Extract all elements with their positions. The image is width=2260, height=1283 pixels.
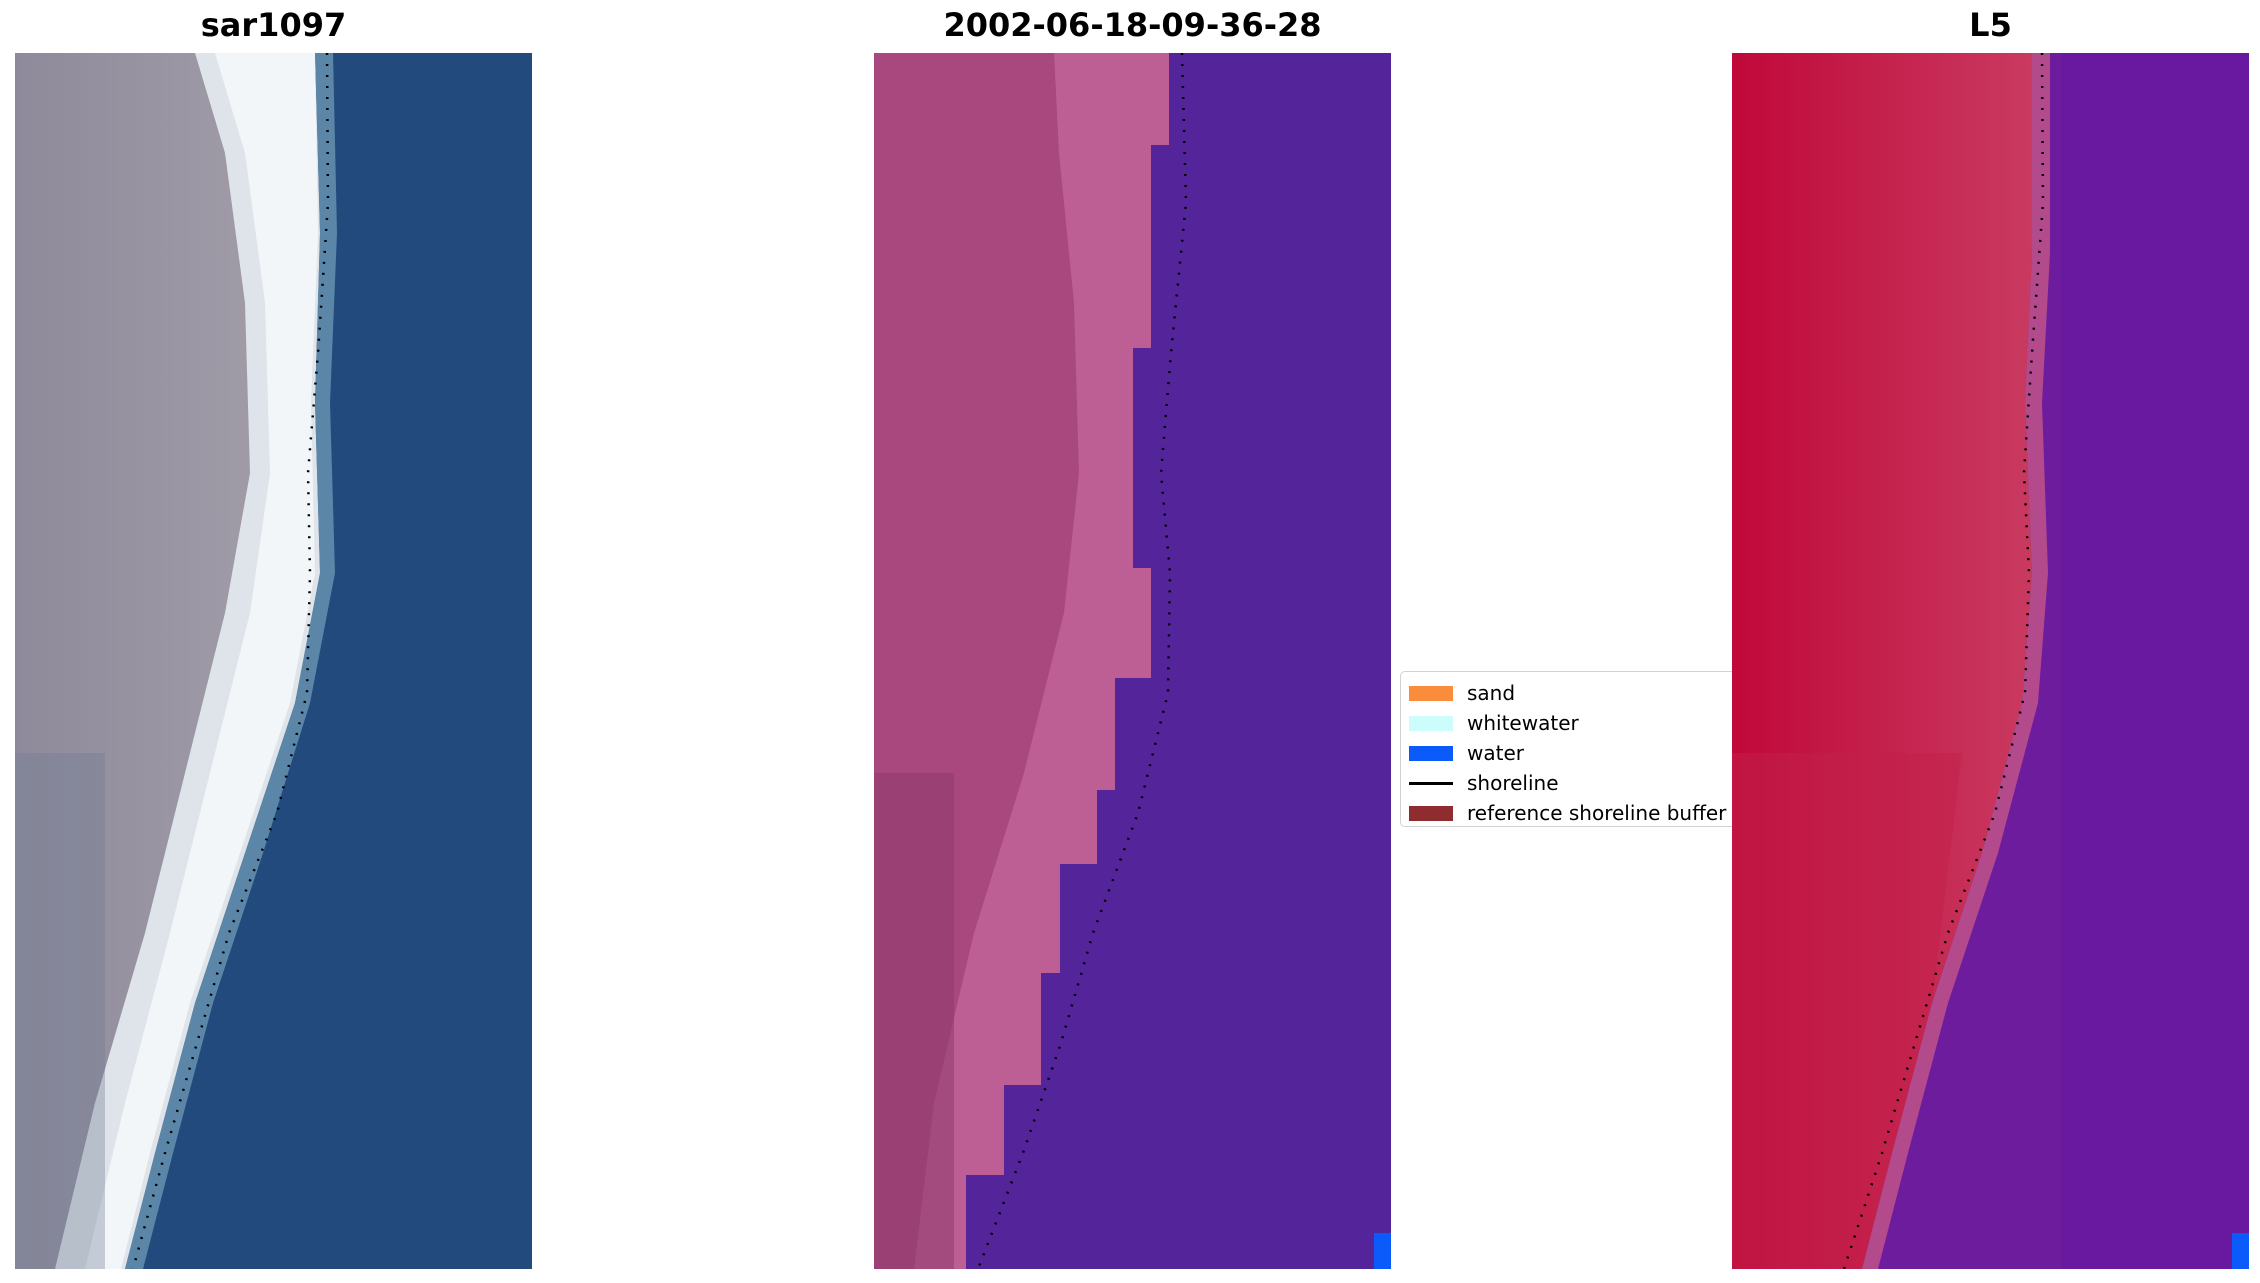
rgb-image-panel <box>15 53 532 1269</box>
legend-item-whitewater: whitewater <box>1409 708 1739 738</box>
index-image <box>1732 53 2249 1269</box>
reference-buffer-swatch <box>1409 805 1453 821</box>
rgb-image <box>15 53 532 1269</box>
legend-item-sand: sand <box>1409 678 1739 708</box>
legend-item-shoreline: shoreline <box>1409 768 1739 798</box>
whitewater-swatch <box>1409 715 1453 731</box>
legend: sand whitewater water shoreline referenc… <box>1400 671 1740 827</box>
legend-label: water <box>1467 741 1524 765</box>
legend-item-reference-buffer: reference shoreline buffer <box>1409 798 1739 828</box>
sand-swatch <box>1409 685 1453 701</box>
index-image-panel <box>1732 53 2249 1269</box>
classified-image <box>874 53 1391 1269</box>
panel-title-rgb: sar1097 <box>200 6 347 44</box>
legend-label: shoreline <box>1467 771 1559 795</box>
shoreline-classified <box>976 53 1188 1269</box>
legend-label: sand <box>1467 681 1516 705</box>
shoreline-index <box>1842 53 2045 1269</box>
panel-title-date: 2002-06-18-09-36-28 <box>943 6 1322 44</box>
legend-item-water: water <box>1409 738 1739 768</box>
legend-label: whitewater <box>1467 711 1579 735</box>
classification-panel <box>874 53 1391 1269</box>
water-swatch <box>1409 745 1453 761</box>
panel-title-satellite: L5 <box>1969 6 2012 44</box>
legend-label: reference shoreline buffer <box>1467 801 1727 825</box>
shoreline-rgb <box>131 53 330 1269</box>
shoreline-line-swatch <box>1409 781 1453 785</box>
